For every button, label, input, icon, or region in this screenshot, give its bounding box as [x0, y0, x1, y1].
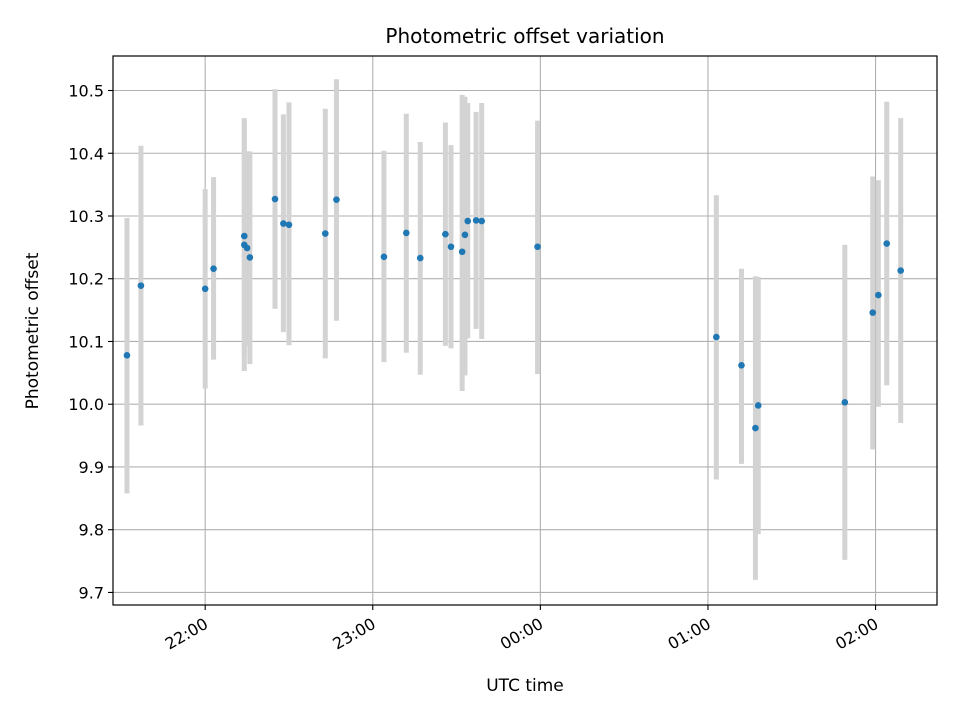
- data-point: [841, 399, 849, 406]
- data-point: [869, 309, 877, 316]
- data-point: [285, 221, 293, 229]
- data-point: [240, 232, 248, 240]
- data-point: [478, 217, 486, 225]
- y-axis-label: Photometric offset: [23, 252, 43, 409]
- data-point: [738, 362, 745, 369]
- data-point: [321, 230, 329, 237]
- x-tick-label: 23:00: [329, 614, 378, 654]
- x-tick-label: 01:00: [665, 614, 714, 654]
- data-point: [243, 244, 251, 252]
- data-points: [123, 195, 904, 432]
- data-point: [461, 231, 469, 239]
- data-point: [713, 333, 720, 341]
- data-point: [123, 351, 131, 359]
- y-tick-label: 9.7: [79, 583, 104, 602]
- y-tick-label: 10.2: [68, 270, 104, 289]
- x-tick-label: 00:00: [497, 614, 546, 654]
- y-tick-label: 9.9: [79, 458, 104, 477]
- plot-frame: [112, 55, 938, 606]
- data-point: [472, 217, 480, 224]
- data-point: [210, 265, 217, 272]
- data-point: [752, 424, 759, 432]
- data-point: [458, 248, 466, 256]
- data-point: [534, 243, 541, 251]
- data-point: [754, 402, 762, 409]
- y-tick-label: 9.8: [79, 521, 104, 540]
- x-axis-ticks: 22:00 23:00 00:00 01:00 02:00: [162, 605, 882, 654]
- y-axis-ticks: 9.7 9.8 9.9 10.0 10.1 10.2 10.3 10.4 10.5: [68, 82, 113, 602]
- data-point: [380, 253, 388, 261]
- y-tick-label: 10.0: [68, 395, 104, 414]
- data-point: [464, 217, 472, 225]
- data-point: [271, 195, 279, 203]
- data-point: [402, 229, 410, 237]
- data-point: [333, 196, 340, 203]
- data-point: [280, 220, 287, 227]
- data-point: [201, 285, 209, 293]
- data-point: [875, 291, 882, 299]
- data-point: [137, 282, 145, 289]
- chart-title: Photometric offset variation: [385, 24, 664, 48]
- y-tick-label: 10.3: [68, 207, 104, 226]
- x-tick-label: 22:00: [162, 614, 211, 654]
- x-tick-label: 02:00: [832, 614, 881, 654]
- y-tick-label: 10.1: [68, 332, 104, 351]
- data-point: [442, 230, 449, 238]
- x-axis-label: UTC time: [486, 676, 564, 696]
- error-bars: [124, 79, 904, 580]
- data-point: [416, 254, 424, 262]
- y-tick-label: 10.5: [68, 82, 104, 101]
- y-tick-label: 10.4: [68, 144, 104, 163]
- data-point: [897, 267, 904, 274]
- data-point: [246, 254, 254, 261]
- data-point: [447, 243, 455, 251]
- grid: [113, 56, 937, 605]
- data-point: [883, 240, 891, 247]
